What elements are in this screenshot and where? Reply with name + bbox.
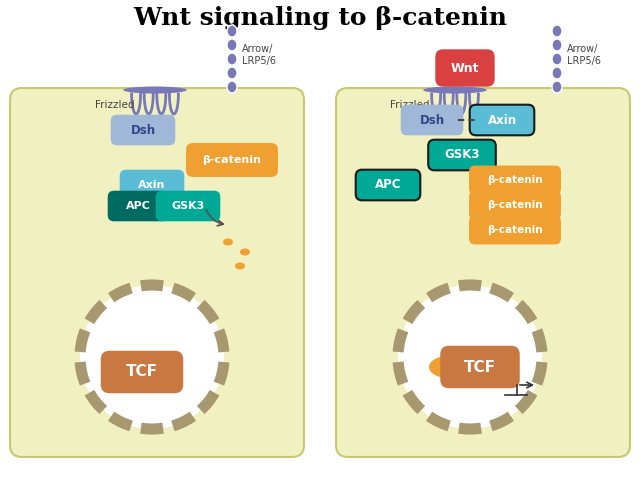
FancyBboxPatch shape	[428, 140, 496, 170]
Ellipse shape	[429, 356, 467, 378]
Text: Wnt signaling to β-catenin: Wnt signaling to β-catenin	[133, 6, 507, 30]
Text: Dsh: Dsh	[419, 113, 445, 127]
Ellipse shape	[552, 25, 562, 37]
Text: Axin: Axin	[138, 180, 166, 190]
FancyBboxPatch shape	[469, 191, 561, 219]
Text: Frizzled: Frizzled	[95, 100, 134, 110]
Ellipse shape	[223, 239, 233, 245]
Text: Dsh: Dsh	[131, 123, 156, 136]
FancyBboxPatch shape	[108, 191, 168, 221]
FancyBboxPatch shape	[470, 105, 534, 135]
Text: TCF: TCF	[126, 364, 158, 380]
Circle shape	[398, 285, 542, 429]
Ellipse shape	[227, 25, 237, 37]
Text: β-catenin: β-catenin	[487, 200, 543, 210]
Text: TCF: TCF	[464, 360, 496, 374]
Ellipse shape	[552, 39, 562, 51]
Ellipse shape	[240, 249, 250, 255]
Ellipse shape	[235, 263, 245, 269]
Text: β-catenin: β-catenin	[487, 225, 543, 235]
Ellipse shape	[227, 39, 237, 51]
Ellipse shape	[552, 81, 562, 93]
FancyBboxPatch shape	[469, 216, 561, 244]
Ellipse shape	[552, 67, 562, 79]
FancyBboxPatch shape	[469, 166, 561, 194]
Ellipse shape	[227, 81, 237, 93]
Ellipse shape	[552, 53, 562, 65]
Ellipse shape	[227, 67, 237, 79]
FancyBboxPatch shape	[356, 170, 420, 200]
FancyBboxPatch shape	[10, 88, 304, 457]
Text: Frizzled: Frizzled	[390, 100, 429, 110]
Text: APC: APC	[125, 201, 150, 211]
Circle shape	[80, 285, 224, 429]
FancyBboxPatch shape	[401, 105, 463, 135]
FancyBboxPatch shape	[156, 191, 220, 221]
Ellipse shape	[123, 86, 187, 94]
Text: β-catenin: β-catenin	[203, 155, 261, 165]
Text: Arrow/
LRP5/6: Arrow/ LRP5/6	[567, 44, 601, 66]
FancyBboxPatch shape	[435, 49, 495, 87]
Text: GSK3: GSK3	[172, 201, 205, 211]
FancyBboxPatch shape	[120, 170, 184, 200]
FancyBboxPatch shape	[440, 346, 520, 388]
Text: Arrow/
LRP5/6: Arrow/ LRP5/6	[242, 44, 276, 66]
FancyBboxPatch shape	[186, 143, 278, 177]
Ellipse shape	[423, 86, 487, 94]
FancyBboxPatch shape	[100, 351, 183, 393]
Text: GSK3: GSK3	[444, 148, 480, 161]
FancyBboxPatch shape	[336, 88, 630, 457]
Text: APC: APC	[375, 179, 401, 192]
FancyBboxPatch shape	[111, 115, 175, 145]
Text: Wnt: Wnt	[451, 61, 479, 74]
Text: β-catenin: β-catenin	[487, 175, 543, 185]
Text: Axin: Axin	[488, 113, 516, 127]
Ellipse shape	[227, 53, 237, 65]
